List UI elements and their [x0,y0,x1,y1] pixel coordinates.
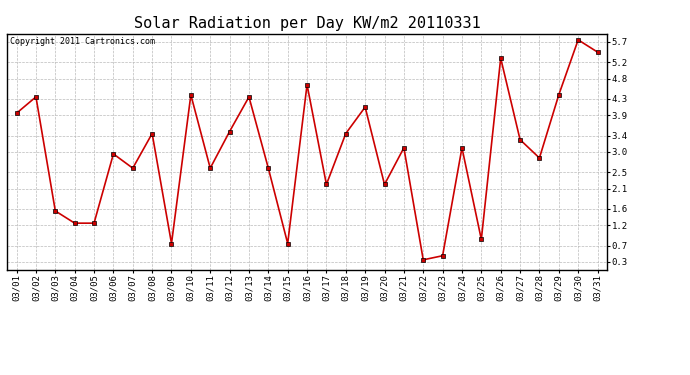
Text: Copyright 2011 Cartronics.com: Copyright 2011 Cartronics.com [10,37,155,46]
Title: Solar Radiation per Day KW/m2 20110331: Solar Radiation per Day KW/m2 20110331 [134,16,480,31]
